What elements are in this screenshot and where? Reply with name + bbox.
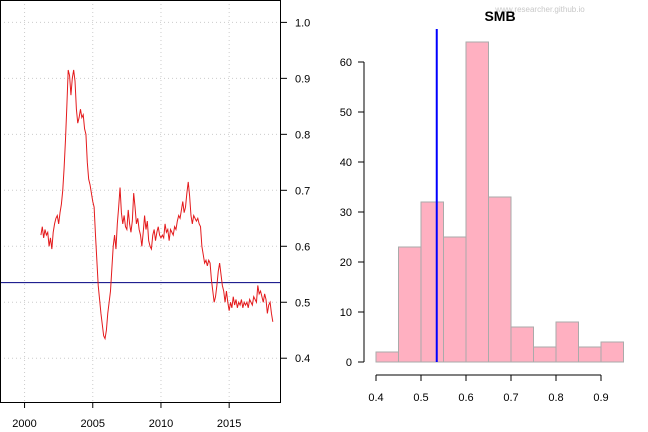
- time-series-grid: [0, 0, 281, 403]
- histogram-bar: [420, 201, 444, 363]
- x-tick-label: 0.9: [593, 392, 608, 404]
- watermark-text: www.researcher.github.io: [494, 5, 585, 14]
- y-tick-label: 1.0: [295, 17, 310, 29]
- histogram-bar: [465, 41, 489, 363]
- histogram-y-axis: 0 10 20 30 40 50 60: [340, 57, 365, 369]
- histogram-bar: [375, 351, 399, 363]
- x-tick-label: 2010: [149, 418, 173, 430]
- y-tick-label: 0.9: [295, 73, 310, 85]
- x-tick-label: 0.7: [503, 392, 518, 404]
- histogram-x-axis: 0.4 0.5 0.6 0.7 0.8 0.9: [368, 374, 609, 404]
- time-series-y-axis: 0.4 0.5 0.6 0.7 0.8 0.9 1.0: [281, 17, 310, 365]
- y-tick-label: 0.8: [295, 129, 310, 141]
- time-series-line: [40, 69, 274, 341]
- histogram-bar: [533, 346, 557, 363]
- time-series-x-axis: 2000 2005 2010 2015: [12, 403, 241, 430]
- histogram-bars: [375, 41, 624, 363]
- histogram-bar: [398, 246, 422, 363]
- y-tick-label: 30: [340, 207, 352, 219]
- x-tick-label: 0.4: [368, 392, 383, 404]
- histogram-bar: [600, 341, 624, 363]
- x-tick-label: 2005: [81, 418, 105, 430]
- time-series-panel: 2000 2005 2010 2015 0.4 0.5 0.6 0.7 0.8 0.9 1.0: [0, 0, 310, 430]
- y-tick-label: 0: [346, 357, 352, 369]
- y-tick-label: 40: [340, 157, 352, 169]
- y-tick-label: 50: [340, 107, 352, 119]
- y-tick-label: 10: [340, 307, 352, 319]
- histogram-bar: [443, 236, 467, 363]
- y-tick-label: 60: [340, 57, 352, 69]
- y-tick-label: 0.7: [295, 185, 310, 197]
- x-tick-label: 0.6: [458, 392, 473, 404]
- x-tick-label: 0.5: [413, 392, 428, 404]
- histogram-bar: [578, 346, 602, 363]
- y-tick-label: 0.5: [295, 297, 310, 309]
- y-tick-label: 20: [340, 257, 352, 269]
- x-tick-label: 2000: [12, 418, 36, 430]
- histogram-bar: [488, 196, 512, 363]
- histogram-bar: [555, 321, 579, 363]
- y-tick-label: 0.6: [295, 241, 310, 253]
- time-series-plot-frame: [0, 0, 281, 403]
- x-tick-label: 2015: [217, 418, 241, 430]
- histogram-panel: www.researcher.github.io SMB 0.4 0.5 0.6 0.…: [340, 5, 624, 404]
- x-tick-label: 0.8: [548, 392, 563, 404]
- histogram-bar: [510, 326, 534, 363]
- y-tick-label: 0.4: [295, 353, 310, 365]
- histogram-title: SMB: [484, 8, 515, 24]
